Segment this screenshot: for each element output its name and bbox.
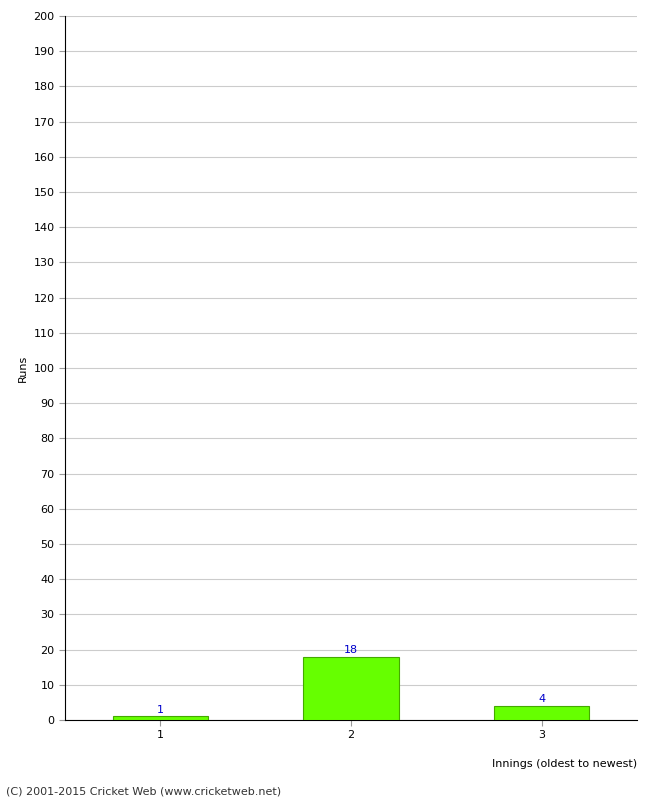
Bar	[494, 706, 590, 720]
Text: (C) 2001-2015 Cricket Web (www.cricketweb.net): (C) 2001-2015 Cricket Web (www.cricketwe…	[6, 786, 281, 796]
Bar	[112, 717, 208, 720]
Text: 18: 18	[344, 645, 358, 655]
Text: 4: 4	[538, 694, 545, 704]
Y-axis label: Runs: Runs	[18, 354, 28, 382]
Bar	[304, 657, 398, 720]
Text: 1: 1	[157, 705, 164, 714]
Text: Innings (oldest to newest): Innings (oldest to newest)	[492, 758, 637, 769]
